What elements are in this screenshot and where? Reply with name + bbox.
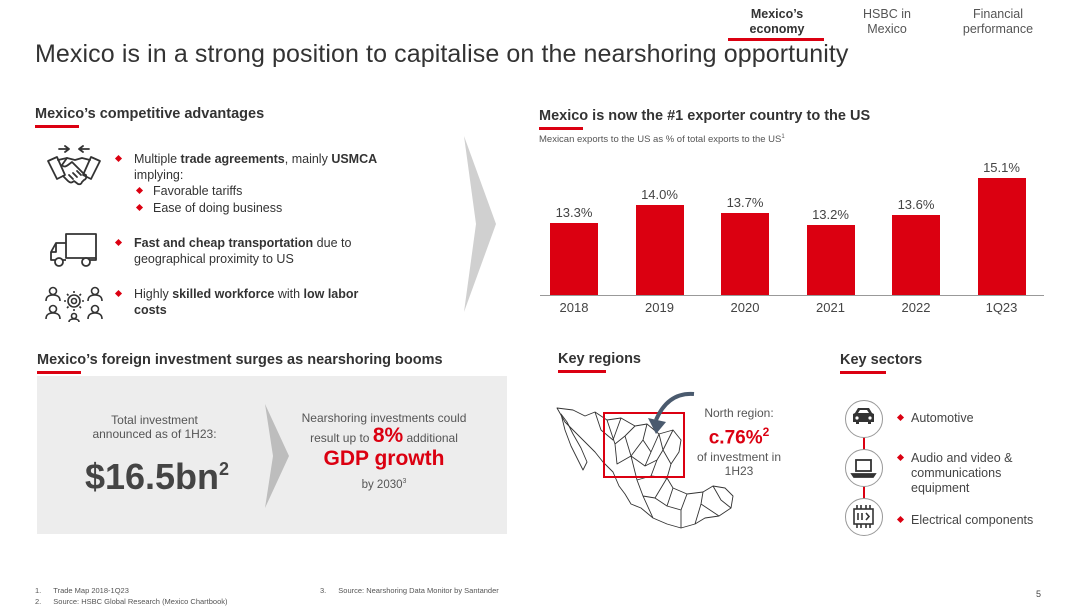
north-region-highlight [603, 412, 685, 478]
mexico-map [555, 400, 750, 545]
bullet-marker [896, 413, 905, 422]
chart-bar [550, 222, 598, 295]
chart-bar [721, 212, 769, 295]
car-icon [845, 400, 883, 438]
x-tick-label: 2018 [559, 300, 589, 315]
advantage-sub-favorable-tariffs: Favorable tariffs [153, 184, 243, 198]
chart-heading-underline [539, 127, 583, 130]
advantage-sub-ease-of-business: Ease of doing business [153, 201, 283, 215]
laptop-icon [845, 449, 883, 487]
chart-heading: Mexico is now the #1 exporter country to… [539, 108, 871, 124]
total-investment-label: Total investment announced as of 1H23: [92, 413, 217, 441]
sectors-heading-underline [840, 371, 886, 374]
chevron-small-icon [263, 404, 291, 508]
page-title: Mexico is in a strong position to capita… [35, 40, 849, 68]
x-tick-label: 1Q23 [985, 300, 1018, 315]
handshake-icon [45, 145, 103, 191]
sub-bullet-marker [135, 203, 144, 212]
sector-audio-video: Audio and video & communications equipme… [911, 451, 1013, 495]
advantage-transportation: Fast and cheap transportation due to geo… [134, 236, 352, 266]
bullet-marker [896, 515, 905, 524]
bar-value-label: 13.7% [726, 194, 764, 210]
total-investment-value: $16.5bn2 [84, 456, 230, 497]
investment-panel: Total investment announced as of 1H23: $… [37, 376, 507, 534]
investment-heading: Mexico’s foreign investment surges as ne… [37, 352, 443, 368]
bullet-marker [114, 154, 123, 163]
investment-heading-underline [37, 371, 81, 374]
bullet-marker [114, 238, 123, 247]
exports-bar-chart: 13.3% 2018 14.0% 2019 13.7% 2020 13.2% 2021 13.6… [536, 150, 1046, 320]
sector-electrical: Electrical components [911, 513, 1034, 527]
footnote-2: 2. Source: HSBC Global Research (Mexico C… [35, 597, 228, 606]
bullet-marker [896, 453, 905, 462]
chart-bar [977, 178, 1026, 295]
nav-active-underline [728, 38, 824, 41]
bar-value-label: 13.2% [812, 207, 849, 222]
nav-tab-financial-performance[interactable]: Financial performance [962, 7, 1034, 36]
chart-bar [635, 205, 684, 295]
bar-value-label: 13.6% [897, 197, 935, 213]
nav-tab-mexico-economy[interactable]: Mexico’s economy [749, 7, 805, 36]
bar-value-label: 15.1% [983, 160, 1020, 175]
curved-arrow-icon [640, 390, 695, 436]
advantage-trade-agreements: Multiple trade agreements, mainly USMCA … [134, 152, 378, 182]
x-tick-label: 2019 [645, 300, 674, 315]
circuit-icon [845, 498, 883, 536]
sectors-heading: Key sectors [840, 352, 923, 368]
workforce-icon [44, 283, 104, 323]
regions-heading-underline [558, 370, 606, 373]
sub-bullet-marker [135, 186, 144, 195]
x-tick-label: 2022 [901, 300, 931, 315]
advantage-workforce: Highly skilled workforce with low labor … [134, 287, 359, 317]
bullet-marker [114, 289, 123, 298]
sector-automotive: Automotive [911, 411, 974, 425]
x-tick-label: 2020 [730, 300, 760, 315]
chart-bar [806, 225, 855, 295]
truck-icon [48, 231, 100, 269]
footnote-1: 1. Trade Map 2018-1Q23 [35, 586, 129, 595]
bar-value-label: 14.0% [641, 187, 678, 203]
chart-bar [892, 215, 940, 295]
chart-subtitle: Mexican exports to the US as % of total … [539, 134, 785, 146]
advantages-heading-underline [35, 125, 79, 128]
north-region-stat: North region: c.76%2 of investment in 1H… [696, 406, 782, 479]
footnote-3: 3. Source: Nearshoring Data Monitor by Sa… [320, 586, 499, 595]
advantages-heading: Mexico’s competitive advantages [35, 106, 265, 122]
nav-tab-hsbc-in-mexico[interactable]: HSBC in Mexico [863, 7, 911, 36]
regions-heading: Key regions [558, 351, 641, 367]
x-axis-line [540, 295, 1044, 296]
x-tick-label: 2021 [816, 300, 845, 315]
bar-value-label: 13.3% [555, 204, 593, 220]
chevron-separator-icon [462, 136, 498, 312]
nearshoring-gdp-text: Nearshoring investments could result up … [301, 411, 467, 491]
page-number: 5 [1036, 589, 1042, 599]
